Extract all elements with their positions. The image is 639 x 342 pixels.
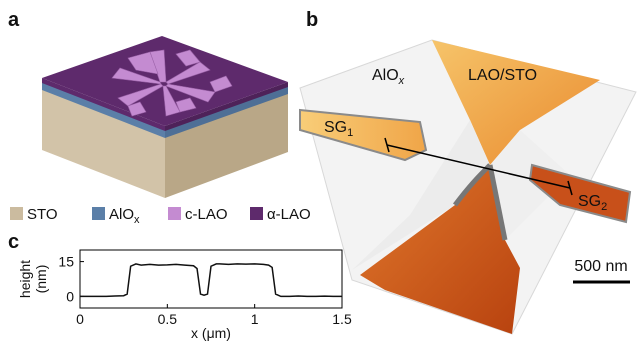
figure: a b c STOAlOxc-LAOα-LAO bbox=[0, 0, 639, 342]
x-axis-label: x (μm) bbox=[191, 325, 231, 341]
legend-swatch bbox=[92, 207, 105, 220]
legend-label: c-LAO bbox=[185, 206, 228, 223]
label-sub: 1 bbox=[347, 127, 353, 139]
y-tick-label: 15 bbox=[58, 254, 74, 270]
label-base: SG bbox=[324, 119, 347, 136]
panel-label: a bbox=[8, 9, 20, 31]
legend-swatch bbox=[250, 207, 263, 220]
legend-label: STO bbox=[27, 206, 58, 223]
scale-bar-label: 500 nm bbox=[574, 258, 627, 275]
device-schematic bbox=[42, 36, 288, 198]
image-label: LAO/STO bbox=[468, 67, 537, 84]
profile-line bbox=[80, 264, 342, 296]
y-tick-label: 0 bbox=[66, 288, 74, 304]
height-profile-chart: 0 0.5 1 1.5 0 15 x (μm) height(nm) bbox=[17, 250, 352, 341]
x-tick-label: 0.5 bbox=[158, 311, 178, 327]
label-base: SG bbox=[578, 193, 601, 210]
legend-label: AlOx bbox=[109, 206, 140, 226]
legend-swatch bbox=[168, 207, 181, 220]
y-axis-label: height bbox=[17, 260, 33, 298]
plot-frame bbox=[80, 250, 342, 308]
x-tick-label: 1.5 bbox=[332, 311, 352, 327]
x-tick-label: 1 bbox=[251, 311, 259, 327]
label-sub: 2 bbox=[601, 201, 607, 213]
panel-label: b bbox=[306, 9, 318, 31]
afm-image bbox=[300, 40, 636, 334]
x-tick-label: 0 bbox=[76, 311, 84, 327]
label-base: AlO bbox=[109, 206, 134, 223]
legend: STO AlOx c-LAO α-LAO bbox=[10, 206, 311, 226]
label-sub: x bbox=[398, 75, 405, 87]
label-sub: x bbox=[134, 214, 140, 226]
legend-label: α-LAO bbox=[267, 206, 311, 223]
panel-label: c bbox=[8, 231, 19, 253]
label-base: AlO bbox=[372, 67, 399, 84]
legend-swatch bbox=[10, 207, 23, 220]
y-axis-label: (nm) bbox=[33, 265, 49, 294]
